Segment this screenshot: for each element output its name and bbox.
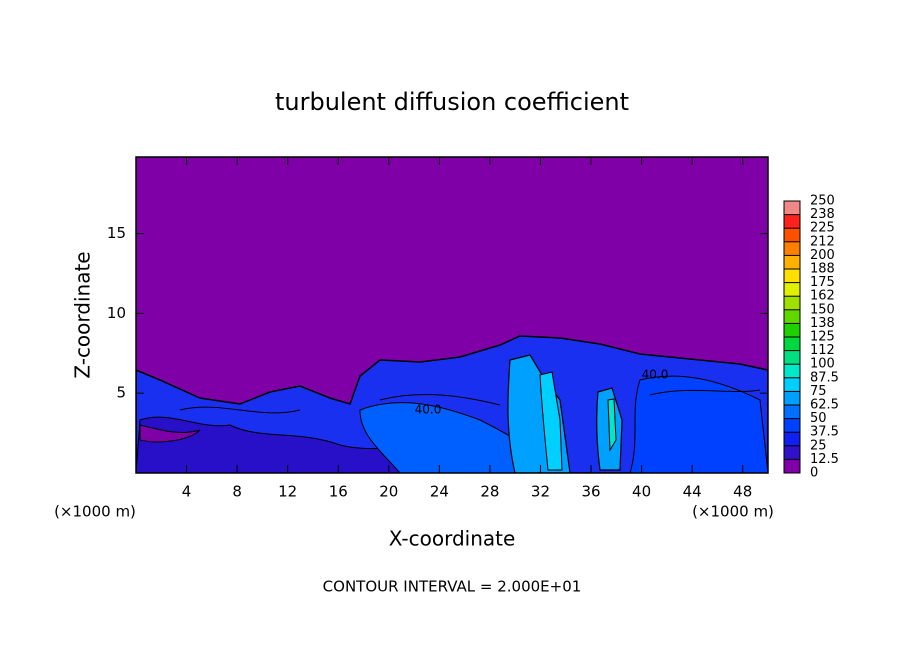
colorbar-label: 150 bbox=[810, 302, 835, 317]
colorbar-bin bbox=[784, 255, 800, 269]
colorbar-label: 225 bbox=[810, 221, 835, 236]
colorbar-bin bbox=[784, 337, 800, 351]
colorbar-label: 37.5 bbox=[810, 425, 839, 440]
colorbar-bin bbox=[784, 405, 800, 419]
colorbar-label: 125 bbox=[810, 330, 835, 345]
colorbar-bin bbox=[784, 350, 800, 365]
contour-field bbox=[136, 157, 768, 473]
x-tick-label: 4 bbox=[182, 483, 192, 501]
colorbar-label: 175 bbox=[810, 275, 835, 290]
plot-frame bbox=[135, 156, 769, 474]
colorbar-bin bbox=[784, 391, 800, 405]
footer-note: CONTOUR INTERVAL = 2.000E+01 bbox=[323, 578, 582, 596]
contour-label: 40.0 bbox=[642, 368, 669, 382]
y-axis-label: Z-coordinate bbox=[71, 251, 95, 378]
chart-title: turbulent diffusion coefficient bbox=[275, 88, 629, 116]
colorbar-label: 100 bbox=[810, 357, 835, 372]
colorbar-bin bbox=[784, 309, 800, 324]
colorbar-label: 62.5 bbox=[810, 398, 839, 413]
colorbar-bin bbox=[784, 214, 800, 229]
y-tick-label: 5 bbox=[116, 384, 126, 402]
colorbar-bin bbox=[784, 377, 800, 392]
colorbar-label: 162 bbox=[810, 289, 835, 304]
colorbar-label: 200 bbox=[810, 248, 835, 263]
colorbar-label: 138 bbox=[810, 316, 835, 331]
colorbar-bin bbox=[784, 241, 800, 256]
colorbar-bin bbox=[784, 323, 800, 337]
colorbar-label: 250 bbox=[810, 194, 835, 209]
colorbar-bin bbox=[784, 269, 800, 283]
colorbar-label: 12.5 bbox=[810, 452, 839, 467]
x-tick-label: 8 bbox=[232, 483, 242, 501]
y-tick-label: 15 bbox=[107, 224, 126, 242]
x-tick-label: 12 bbox=[278, 483, 297, 501]
x-tick-label: 40 bbox=[632, 483, 651, 501]
colorbar-bin bbox=[784, 364, 800, 378]
colorbar-bin bbox=[784, 201, 800, 215]
colorbar-bin bbox=[784, 228, 800, 242]
y-unit-label: (×1000 m) bbox=[54, 503, 136, 521]
x-tick-label: 16 bbox=[329, 483, 348, 501]
x-tick-label: 44 bbox=[683, 483, 702, 501]
x-tick-label: 28 bbox=[480, 483, 499, 501]
x-unit-label: (×1000 m) bbox=[692, 503, 774, 521]
colorbar-label: 87.5 bbox=[810, 370, 839, 385]
colorbar-bin bbox=[784, 445, 800, 460]
x-tick-label: 32 bbox=[531, 483, 550, 501]
colorbar-label: 0 bbox=[810, 466, 818, 481]
colorbar-bin bbox=[784, 296, 800, 310]
colorbar-label: 112 bbox=[810, 343, 835, 358]
colorbar-bin bbox=[784, 432, 800, 446]
y-tick-label: 10 bbox=[107, 304, 126, 322]
colorbar-label: 75 bbox=[810, 384, 827, 399]
x-tick-label: 20 bbox=[379, 483, 398, 501]
colorbar-label: 188 bbox=[810, 262, 835, 277]
colorbar-bin bbox=[784, 459, 800, 473]
colorbar-label: 50 bbox=[810, 411, 827, 426]
colorbar-bin bbox=[784, 282, 800, 297]
colorbar-bin bbox=[784, 418, 800, 433]
x-tick-label: 48 bbox=[733, 483, 752, 501]
colorbar-label: 238 bbox=[810, 207, 835, 222]
contour-label: 40.0 bbox=[415, 403, 442, 417]
colorbar-label: 212 bbox=[810, 234, 835, 249]
x-axis-label: X-coordinate bbox=[389, 527, 516, 551]
colorbar-label: 25 bbox=[810, 438, 827, 453]
x-tick-label: 36 bbox=[581, 483, 600, 501]
x-tick-label: 24 bbox=[430, 483, 449, 501]
